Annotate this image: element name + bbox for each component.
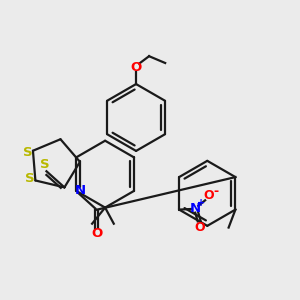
- Text: O: O: [194, 221, 205, 234]
- Text: O: O: [203, 189, 214, 202]
- Text: S: S: [25, 172, 34, 184]
- Text: +: +: [197, 198, 206, 208]
- Text: -: -: [214, 185, 219, 198]
- Text: S: S: [40, 158, 50, 171]
- Text: N: N: [190, 202, 201, 215]
- Text: O: O: [91, 227, 103, 240]
- Text: N: N: [74, 184, 86, 197]
- Text: O: O: [130, 61, 142, 74]
- Text: S: S: [22, 146, 32, 159]
